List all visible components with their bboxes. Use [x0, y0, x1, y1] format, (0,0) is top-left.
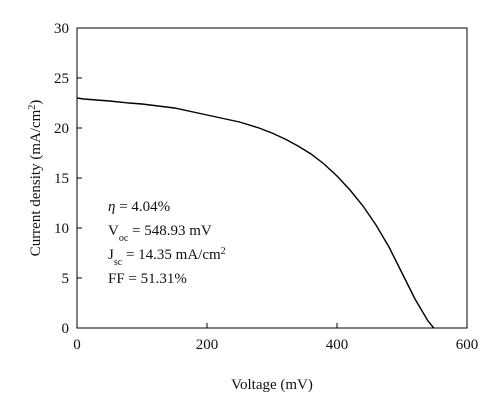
annotation-ff: FF = 51.31% [108, 271, 187, 287]
y-tick-label: 15 [54, 171, 69, 187]
annotation-jsc-sub: sc [114, 257, 123, 268]
y-axis-label: Current density (mA/cm2) [27, 100, 45, 257]
jv-series-line [76, 97, 435, 329]
y-tick-label: 5 [62, 271, 70, 287]
y-tick-label: 0 [62, 321, 70, 337]
annotation-voc-value: = 548.93 mV [128, 223, 212, 239]
annotation-eta-value: = 4.04% [115, 199, 170, 215]
y-tick-label: 30 [54, 21, 69, 37]
x-tick-label: 0 [73, 337, 81, 353]
annotation-voc: Voc = 548.93 mV [108, 223, 212, 244]
annotation-jsc: Jsc = 14.35 mA/cm2 [108, 246, 226, 268]
x-axis-ticks: 0 200 400 600 [73, 323, 478, 353]
y-axis-ticks: 0 5 10 15 20 25 30 [54, 21, 82, 337]
y-tick-label: 20 [54, 121, 69, 137]
y-tick-label: 25 [54, 71, 69, 87]
x-tick-label: 600 [456, 337, 479, 353]
annotation-voc-sub: oc [119, 233, 129, 244]
y-axis-label-close: ) [28, 100, 44, 105]
y-axis-label-main: Current density (mA/cm [28, 109, 44, 256]
x-tick-label: 200 [196, 337, 219, 353]
annotation-eta: η = 4.04% [108, 199, 170, 215]
x-tick-label: 400 [326, 337, 349, 353]
annotation-eta-symbol: η [108, 199, 115, 215]
annotation-jsc-value: = 14.35 mA/cm [122, 247, 221, 263]
annotation-voc-main: V [108, 223, 119, 239]
y-tick-label: 10 [54, 221, 69, 237]
annotation-jsc-main: J [108, 247, 114, 263]
y-axis-label-sup: 2 [27, 105, 38, 110]
annotation-jsc-sup: 2 [221, 246, 226, 257]
x-axis-label: Voltage (mV) [231, 377, 313, 393]
